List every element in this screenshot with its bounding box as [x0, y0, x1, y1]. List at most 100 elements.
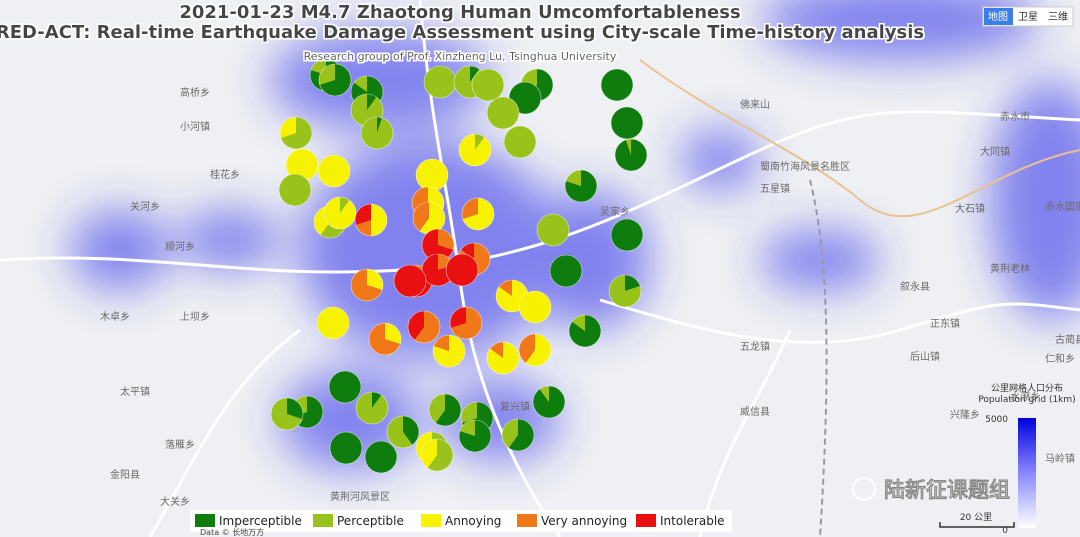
pie-slice [537, 214, 569, 246]
place-label: 吴家乡 [600, 205, 630, 218]
pie-slice [458, 134, 492, 166]
pie-slice [367, 94, 377, 110]
pie-slice [319, 64, 351, 96]
place-label: 小河镇 [180, 120, 210, 133]
pie-slice [502, 419, 518, 448]
pie [486, 341, 520, 375]
pie-outline [323, 196, 357, 230]
pie [503, 125, 537, 159]
pie-slice [361, 117, 393, 149]
pie-slice [568, 315, 601, 347]
pie-slice [450, 307, 482, 339]
pie-slice [413, 202, 429, 231]
pie [501, 418, 535, 452]
place-label: 顺河乡 [165, 241, 195, 253]
pie-slice [446, 254, 478, 286]
pie-outline [600, 68, 634, 102]
pie-slice [504, 126, 536, 158]
population-colorbar [1018, 418, 1036, 528]
pie [279, 116, 313, 150]
pie-slice [460, 402, 477, 423]
pie-slice [317, 307, 349, 339]
pie-slice [438, 229, 454, 250]
pie [328, 370, 362, 404]
pie-slice [461, 243, 474, 259]
pie-outline [317, 154, 351, 188]
population-min: 0 [1002, 526, 1008, 536]
place-label: 佛来山 [740, 98, 770, 111]
pie-slice [609, 275, 641, 307]
pie-slice [525, 334, 551, 366]
place-label: 兴隆乡 [950, 408, 980, 421]
pie [323, 196, 357, 230]
pie-slice [372, 392, 382, 408]
pie-outline [354, 203, 388, 237]
map-button[interactable]: 三维 [1048, 10, 1068, 23]
watermark: 陆新征课题组 [852, 477, 1010, 502]
pie-slice [318, 155, 350, 187]
pie-slice [462, 198, 494, 230]
pie [355, 391, 389, 425]
population-legend: 公里网格人口分布 Population grid (1km) 5000 0 [978, 382, 1075, 536]
pie-outline [364, 440, 398, 474]
pie-slice [539, 386, 549, 402]
pie-slice [519, 334, 535, 363]
header: 2021-01-23 M4.7 Zhaotong Human Umcomfort… [0, 2, 924, 63]
pie-slice [386, 416, 413, 449]
pie [270, 397, 304, 431]
pie-outline [610, 218, 644, 252]
pie-outline [318, 63, 352, 97]
pie-outline [445, 253, 479, 287]
pie [393, 264, 427, 298]
pie-slice [421, 439, 437, 468]
pie [316, 306, 350, 340]
place-label: 马岭镇 [1045, 452, 1075, 465]
pie [407, 310, 441, 344]
map-button[interactable]: 卫星 [1018, 11, 1038, 23]
map-switch-active [984, 8, 1013, 25]
legend-label: Intolerable [660, 514, 725, 528]
pie-outline [407, 310, 441, 344]
pie-slice [408, 311, 424, 340]
pie-slice [394, 265, 426, 297]
legend-swatch [421, 514, 441, 527]
place-label: 蜀南竹海风景名胜区 [760, 160, 850, 173]
pie-slice [351, 269, 383, 301]
pie-outline [328, 370, 362, 404]
pie-slice [626, 139, 631, 155]
pie-outline [368, 322, 402, 356]
map-button[interactable]: 地图 [988, 10, 1008, 23]
pie-outline [386, 415, 420, 449]
pie [549, 254, 583, 288]
pie [318, 63, 352, 97]
subtitle: RED-ACT: Real-time Earthquake Damage Ass… [0, 22, 924, 43]
pie-outline [536, 213, 570, 247]
pie [458, 419, 492, 453]
legend-swatch [313, 514, 333, 527]
place-label: 五龙镇 [740, 340, 770, 353]
pie-slice [472, 69, 504, 101]
place-label: 木卓乡 [100, 311, 130, 323]
pie-outline [458, 419, 492, 453]
place-label: 上坝乡 [180, 311, 210, 323]
pie [610, 218, 644, 252]
place-label: 黄荆老林 [990, 262, 1030, 275]
pie [329, 431, 363, 465]
pie-outline [360, 116, 394, 150]
legend-swatch [517, 514, 537, 527]
pie-outline [503, 125, 537, 159]
place-label: 太平镇 [120, 385, 150, 398]
place-label: 落雁乡 [165, 439, 195, 451]
pie-slice [369, 323, 401, 355]
pie-slice [435, 394, 461, 426]
place-label: 古蔺县 [1055, 333, 1080, 346]
pie-slice [354, 204, 371, 225]
place-label: 五星镇 [760, 182, 790, 195]
place-label: 后山镇 [910, 350, 940, 363]
place-label: 复兴镇 [500, 400, 530, 413]
pie-slice [470, 66, 480, 82]
place-label: 赤水市 [1000, 110, 1030, 123]
pie-slice [461, 198, 478, 219]
pie-slice [614, 139, 647, 171]
